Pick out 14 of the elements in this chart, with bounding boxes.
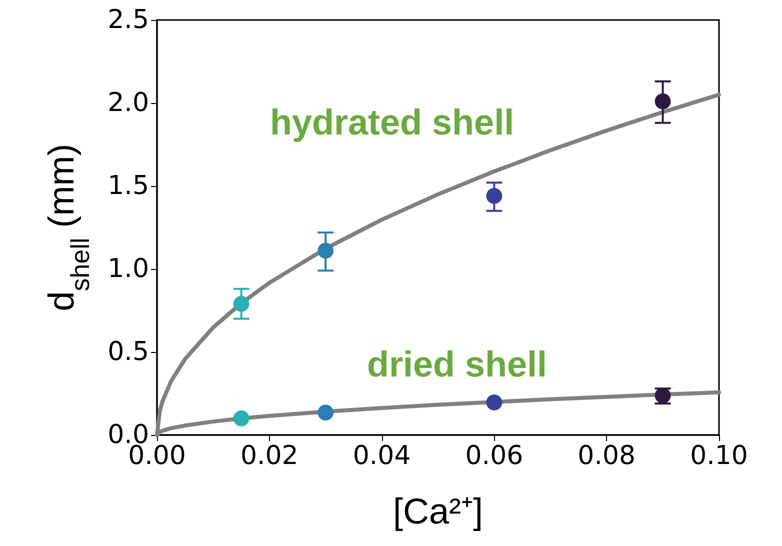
annotation: hydrated shell	[270, 102, 514, 142]
x-tick-label: 0.02	[240, 441, 298, 471]
y-tick-label: 1.0	[108, 254, 149, 284]
y-tick-label: 2.0	[108, 88, 149, 118]
y-tick-label: 1.5	[108, 171, 149, 201]
x-tick-label: 0.10	[690, 441, 748, 471]
y-tick-label: 2.5	[108, 5, 149, 35]
x-tick-label: 0.08	[578, 441, 636, 471]
x-tick-label: 0.06	[465, 441, 524, 471]
x-tick-label: 0.04	[352, 441, 411, 471]
y-tick-label: 0.5	[108, 337, 149, 367]
y-axis-title: dshell (mm)	[40, 144, 95, 312]
annotation: dried shell	[367, 344, 548, 384]
x-axis-title: [Ca²⁺]	[392, 490, 484, 532]
